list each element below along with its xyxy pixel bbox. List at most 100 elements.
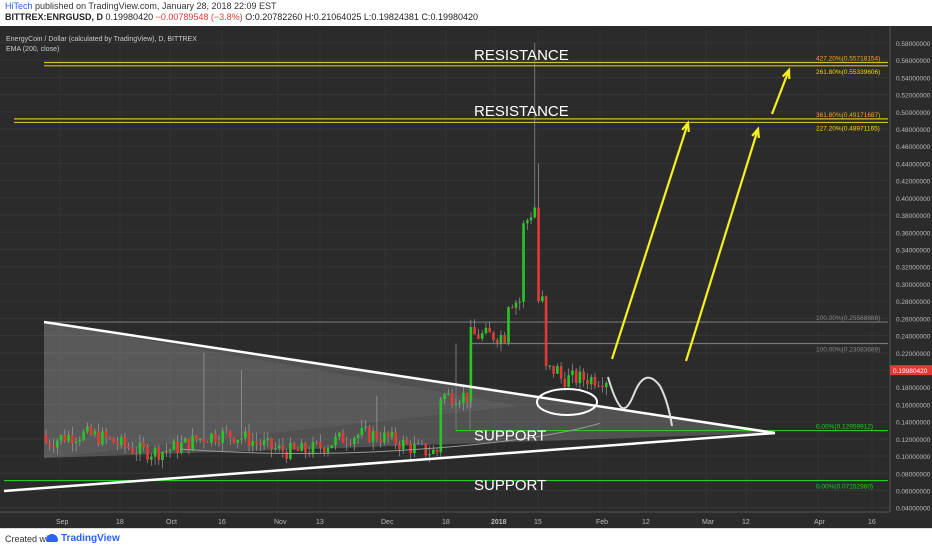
candle-body (371, 431, 375, 442)
price-chart[interactable]: 0.58000000 0.56000000 0.54000000 0.52000000… (0, 26, 932, 528)
candle-body (289, 443, 292, 460)
candle-body (97, 431, 100, 445)
y-tick-label: 0.52000000 (896, 93, 931, 100)
y-tick-label: 0.54000000 (896, 75, 931, 82)
candle-body (89, 426, 93, 435)
annotation-label: SUPPORT (474, 427, 546, 444)
chart-header: HiTech published on TradingView.com, Jan… (0, 0, 932, 26)
candle-body (240, 438, 243, 440)
open-value: O:0.20782260 (245, 12, 303, 22)
candle-body (518, 301, 522, 303)
candle-body (142, 442, 146, 447)
candle-body (349, 443, 352, 445)
candle-body (552, 365, 555, 374)
candle-body (356, 435, 360, 439)
candle-body (447, 393, 450, 395)
footer: Created with TradingView (0, 528, 932, 550)
ascending-trendline (3, 431, 776, 493)
price-change: −0.00789548 (−3.8%) (155, 12, 243, 22)
candle-body (270, 438, 273, 449)
candle-body (488, 327, 491, 333)
legend-series: EnergyCoin / Dollar (calculated by Tradi… (6, 36, 197, 43)
candle-body (379, 439, 382, 443)
candle-body (300, 443, 303, 452)
y-tick-label: 0.18000000 (896, 385, 931, 392)
candle-body (522, 223, 525, 302)
candle-body (450, 393, 454, 405)
candle-body (191, 435, 194, 450)
candle-body (473, 327, 476, 335)
y-tick-label: 0.38000000 (896, 213, 931, 220)
candle-body (458, 402, 461, 405)
candle-body (604, 382, 608, 388)
candle-body (548, 365, 552, 367)
x-tick-label: 2018 (491, 519, 507, 526)
y-tick-label: 0.24000000 (896, 334, 931, 341)
candle-body (213, 433, 217, 442)
candle-body (101, 431, 104, 445)
candle-body (108, 437, 112, 439)
candle-body (544, 296, 548, 367)
y-tick-label: 0.22000000 (896, 351, 931, 358)
close-value: C:0.19980420 (421, 12, 478, 22)
candle-body (345, 443, 349, 445)
candle-body (210, 433, 213, 443)
annotation-label: RESISTANCE (474, 47, 569, 64)
fib-label: 100.00%(0.23083689) (816, 346, 880, 353)
x-tick-label: Mar (702, 519, 715, 526)
candle-body (559, 366, 563, 379)
tradingview-cloud-icon (46, 534, 58, 543)
candle-body (439, 399, 443, 453)
candle-body (82, 431, 85, 440)
candle-body (285, 451, 288, 460)
candle-body (503, 334, 507, 343)
candle-body (593, 377, 597, 386)
candle-body (232, 437, 236, 443)
candle-body (116, 442, 119, 445)
candle-body (74, 441, 78, 443)
author-link[interactable]: HiTech (5, 1, 33, 11)
candle-body (424, 443, 428, 456)
candle-body (499, 334, 503, 344)
candle-body (507, 307, 510, 343)
candle-body (67, 434, 70, 442)
candle-body (541, 296, 544, 302)
y-tick-label: 0.34000000 (896, 247, 931, 254)
tradingview-logo[interactable]: TradingView (46, 533, 120, 544)
candle-body (71, 434, 74, 443)
candle-body (86, 426, 89, 432)
y-tick-label: 0.04000000 (896, 506, 931, 513)
candle-body (55, 440, 59, 448)
candle-body (195, 435, 198, 441)
candle-body (187, 438, 191, 450)
candle-body (589, 377, 593, 385)
high-value: H:0.21064025 (304, 12, 362, 22)
candle-body (462, 392, 465, 403)
target-arrow-head (781, 67, 791, 80)
chart-area[interactable]: 0.58000000 0.56000000 0.54000000 0.52000000… (0, 26, 932, 528)
candle-body (567, 375, 570, 387)
legend-ema: EMA (200, close) (6, 46, 59, 53)
current-price-label: 0.19980420 (893, 368, 928, 375)
candle-body (582, 371, 585, 381)
candle-body (93, 431, 97, 435)
candle-body (296, 448, 300, 452)
x-tick-label: Feb (596, 519, 608, 526)
target-arrow (684, 128, 760, 362)
x-tick-label: 16 (218, 519, 226, 526)
x-tick-label: Apr (814, 519, 826, 526)
candle-body (176, 441, 179, 453)
candle-body (394, 432, 397, 445)
candle-body (353, 438, 356, 445)
candle-body (304, 443, 307, 453)
candle-body (165, 450, 168, 452)
candle-body (59, 435, 63, 441)
symbol-info: BITTREX:ENRGUSD, D 0.19980420 −0.0078954… (5, 12, 478, 22)
candle-body (319, 442, 322, 448)
candle-body (364, 426, 367, 428)
candle-body (172, 441, 176, 450)
candle-body (322, 447, 326, 453)
x-tick-label: 15 (534, 519, 542, 526)
fib-label: 427.20%(0.55718154) (816, 56, 880, 63)
candle-body (149, 456, 153, 460)
